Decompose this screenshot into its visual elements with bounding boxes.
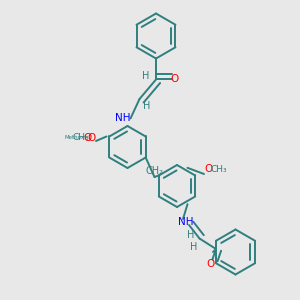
Text: H: H (143, 101, 151, 112)
Text: O: O (170, 74, 178, 85)
Text: O: O (83, 133, 91, 143)
Text: CH₂: CH₂ (146, 166, 164, 176)
Text: NH: NH (178, 217, 194, 227)
Text: CH₃: CH₃ (211, 165, 227, 174)
Text: Methoxy: Methoxy (65, 136, 88, 140)
Text: H: H (190, 242, 197, 253)
Text: H: H (187, 230, 194, 241)
Text: H: H (142, 71, 149, 82)
Text: NH: NH (115, 113, 131, 124)
Text: O: O (204, 164, 213, 175)
Text: CH₃: CH₃ (73, 134, 89, 142)
Text: O: O (87, 133, 96, 143)
Text: O: O (206, 259, 214, 269)
